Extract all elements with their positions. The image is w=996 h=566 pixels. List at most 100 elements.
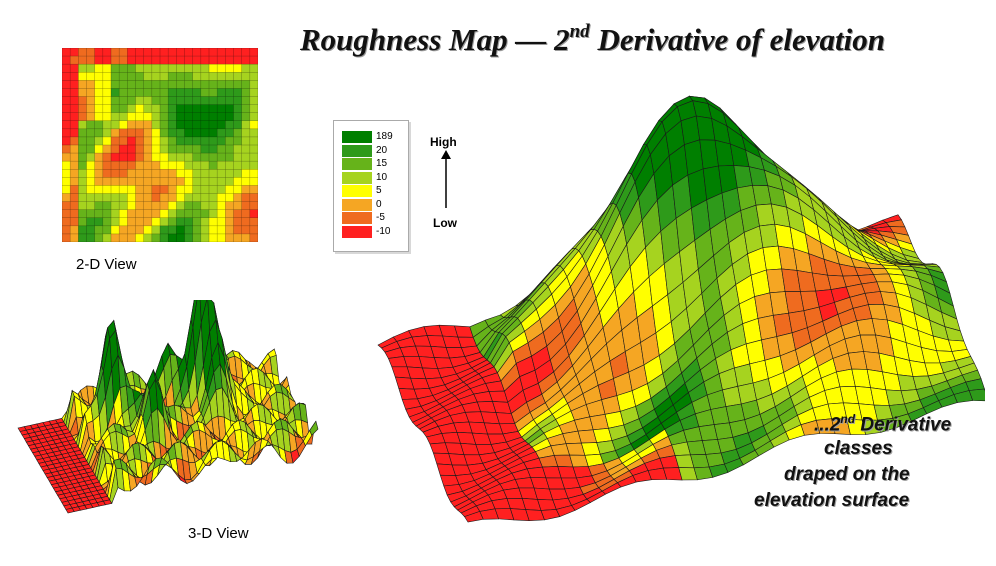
map-cell — [192, 48, 202, 57]
map-cell — [184, 104, 193, 113]
map-cell — [168, 128, 177, 138]
map-cell — [225, 161, 234, 170]
legend-entry-label: 0 — [376, 198, 382, 210]
map-cell — [225, 80, 234, 89]
map-cell — [127, 177, 136, 186]
map-cell — [233, 145, 242, 154]
map-cell — [241, 201, 251, 210]
map-cell — [119, 80, 128, 89]
map-cell — [143, 177, 153, 186]
map-cell — [62, 209, 71, 219]
map-cell — [102, 64, 112, 73]
map-cell — [62, 88, 71, 97]
map-cell — [135, 185, 144, 194]
map-cell — [78, 161, 87, 170]
map-cell — [62, 56, 71, 65]
map-cell — [176, 96, 185, 105]
map-cell — [160, 104, 169, 113]
map-cell — [200, 128, 210, 138]
map-cell — [135, 209, 144, 219]
map-cell — [151, 64, 161, 73]
map-cell — [160, 201, 169, 210]
map-cell — [225, 56, 234, 65]
map-cell — [233, 64, 242, 73]
map-cell — [176, 104, 185, 113]
map-cell — [86, 161, 95, 170]
map-cell — [102, 88, 112, 97]
map-cell — [192, 169, 202, 178]
map-cell — [94, 169, 104, 178]
map-cell — [127, 96, 136, 105]
map-cell — [135, 201, 144, 210]
map-cell — [135, 120, 144, 130]
map-cell — [217, 136, 226, 146]
map-cell — [94, 128, 104, 138]
map-cell — [94, 64, 104, 73]
map-cell — [94, 233, 104, 242]
map-cell — [135, 72, 144, 81]
map-cell — [143, 185, 153, 194]
map-cell — [62, 145, 71, 154]
map-cell — [78, 64, 87, 73]
map-cell — [102, 201, 112, 210]
map-cell — [200, 177, 210, 186]
map-cell — [184, 96, 193, 105]
map-cell — [209, 112, 218, 122]
map-cell — [70, 193, 79, 202]
map-cell — [200, 193, 210, 202]
map-cell — [249, 104, 258, 113]
map-cell — [217, 193, 226, 202]
map-cell — [78, 56, 87, 65]
map-cell — [249, 177, 258, 186]
map-cell — [217, 56, 226, 65]
map-cell — [200, 56, 210, 65]
map-cell — [233, 72, 242, 81]
map-cell — [111, 64, 120, 73]
map-cell — [225, 177, 234, 186]
map-cell — [168, 185, 177, 194]
map-cell — [241, 96, 251, 105]
map-cell — [184, 56, 193, 65]
map-cell — [241, 177, 251, 186]
map-cell — [184, 112, 193, 122]
map-cell — [200, 161, 210, 170]
map-cell — [143, 48, 153, 57]
map-cell — [200, 96, 210, 105]
map-cell — [233, 153, 242, 162]
label-3d-view: 3-D View — [188, 525, 249, 542]
map-cell — [160, 153, 169, 162]
map-cell — [119, 104, 128, 113]
map-cell — [151, 153, 161, 162]
map-cell — [168, 161, 177, 170]
map-cell — [209, 233, 218, 242]
map-cell — [160, 233, 169, 242]
map-cell — [184, 185, 193, 194]
map-cell — [225, 48, 234, 57]
map-cell — [102, 161, 112, 170]
map-cell — [78, 145, 87, 154]
map-cell — [209, 104, 218, 113]
map-cell — [160, 145, 169, 154]
map-cell — [233, 48, 242, 57]
map-cell — [135, 104, 144, 113]
map-cell — [111, 120, 120, 130]
legend-high-label: High — [430, 135, 457, 149]
map-cell — [225, 169, 234, 178]
map-cell — [119, 201, 128, 210]
map-cell — [94, 56, 104, 65]
map-cell — [249, 112, 258, 122]
map-cell — [127, 120, 136, 130]
map-cell — [111, 185, 120, 194]
map-cell — [78, 177, 87, 186]
map-cell — [192, 225, 202, 235]
map-cell — [209, 153, 218, 162]
map-cell — [86, 225, 95, 235]
map-cell — [119, 153, 128, 162]
map-cell — [70, 80, 79, 89]
map-cell — [241, 169, 251, 178]
map-cell — [143, 104, 153, 113]
map-cell — [209, 96, 218, 105]
map-cell — [78, 48, 87, 57]
map-cell — [143, 136, 153, 146]
map-cell — [249, 145, 258, 154]
